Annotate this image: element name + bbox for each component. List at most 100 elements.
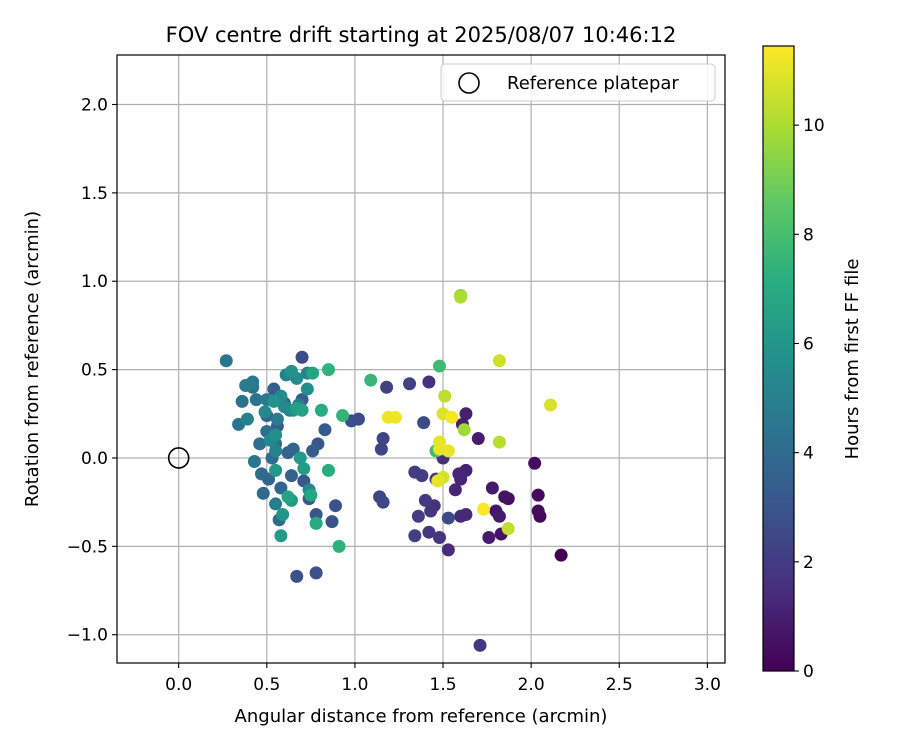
x-tick-label: 3.0 xyxy=(694,675,721,695)
y-tick-label: 2.0 xyxy=(81,95,108,115)
data-point xyxy=(269,497,283,511)
data-point xyxy=(422,375,436,389)
data-point xyxy=(492,435,506,449)
x-tick-label: 2.0 xyxy=(518,675,545,695)
data-point xyxy=(376,495,390,509)
data-point xyxy=(286,442,300,456)
data-point xyxy=(239,379,253,393)
legend-open-circle-marker xyxy=(458,72,480,94)
data-point xyxy=(380,380,394,394)
data-point xyxy=(433,531,447,545)
plot-area xyxy=(117,55,725,663)
colorbar-tick-label: 4 xyxy=(803,444,814,464)
x-gridlines xyxy=(178,55,708,663)
x-axis-label: Angular distance from reference (arcmin) xyxy=(235,706,608,727)
data-point xyxy=(318,423,332,437)
data-point xyxy=(431,474,445,488)
data-point xyxy=(269,444,283,458)
x-tick-label: 0.5 xyxy=(253,675,280,695)
data-point xyxy=(454,509,468,523)
y-gridlines xyxy=(117,103,725,636)
data-point xyxy=(253,437,267,451)
data-point xyxy=(418,493,432,507)
legend: Reference platepar xyxy=(440,63,716,102)
data-point xyxy=(256,486,270,500)
data-point xyxy=(492,354,506,368)
data-point xyxy=(408,465,422,479)
chart-title: FOV centre drift starting at 2025/08/07 … xyxy=(166,23,677,47)
legend-box xyxy=(440,63,716,102)
data-point xyxy=(422,525,436,539)
colorbar: 0 2 4 6 8 10 Hours from first FF file xyxy=(762,45,863,682)
data-point xyxy=(329,499,343,513)
data-point xyxy=(290,569,304,583)
data-point xyxy=(336,409,350,423)
data-point xyxy=(284,469,298,483)
x-tick-label: 2.5 xyxy=(606,675,633,695)
data-point xyxy=(501,522,515,536)
data-point xyxy=(471,432,485,446)
data-point xyxy=(293,451,307,465)
data-point xyxy=(459,407,473,421)
data-point xyxy=(473,638,487,652)
data-point xyxy=(269,428,283,442)
data-point xyxy=(411,509,425,523)
data-point xyxy=(300,382,314,396)
x-tick-label: 0.0 xyxy=(165,675,192,695)
y-axis-ticks: −1.0 −0.5 0.0 0.5 1.0 1.5 2.0 xyxy=(67,95,117,646)
data-point xyxy=(295,350,309,364)
colorbar-gradient xyxy=(762,45,795,672)
data-point xyxy=(454,290,468,304)
data-point xyxy=(445,410,459,424)
data-point xyxy=(325,515,339,529)
data-point xyxy=(274,481,288,495)
data-point xyxy=(485,481,499,495)
colorbar-tick-label: 6 xyxy=(803,334,814,354)
data-point xyxy=(388,410,402,424)
data-point xyxy=(531,504,545,518)
data-point xyxy=(269,463,283,477)
data-point xyxy=(247,455,261,469)
data-point xyxy=(374,442,388,456)
x-tick-label: 1.0 xyxy=(341,675,368,695)
data-point xyxy=(306,444,320,458)
data-point xyxy=(441,511,455,525)
data-point xyxy=(321,463,335,477)
data-point xyxy=(498,490,512,504)
data-point xyxy=(554,548,568,562)
data-point xyxy=(441,543,455,557)
data-point xyxy=(408,529,422,543)
x-axis-ticks: 0.0 0.5 1.0 1.5 2.0 2.5 3.0 xyxy=(165,663,721,695)
reference-platepar-marker xyxy=(167,447,190,469)
data-point xyxy=(457,423,471,437)
data-point xyxy=(417,416,431,430)
data-point xyxy=(284,364,298,378)
y-tick-label: 0.5 xyxy=(81,361,108,381)
data-point xyxy=(295,403,309,417)
data-point xyxy=(364,373,378,387)
legend-entry-reference-platepar: Reference platepar xyxy=(507,73,679,94)
data-point xyxy=(309,566,323,580)
data-point xyxy=(403,377,417,391)
y-tick-label: 1.5 xyxy=(81,184,108,204)
data-point xyxy=(424,504,438,518)
y-tick-label: −0.5 xyxy=(67,537,108,557)
data-point xyxy=(281,490,295,504)
data-point xyxy=(528,456,542,470)
data-point xyxy=(249,393,263,407)
data-point xyxy=(441,444,455,458)
data-point xyxy=(258,405,272,419)
colorbar-tick-label: 0 xyxy=(803,662,814,682)
data-point xyxy=(477,502,491,516)
data-point xyxy=(376,432,390,446)
data-point xyxy=(219,354,233,368)
data-point xyxy=(274,529,288,543)
colorbar-label: Hours from first FF file xyxy=(842,259,863,460)
data-point xyxy=(255,467,269,481)
y-tick-label: 1.0 xyxy=(81,272,108,292)
colorbar-tick-label: 2 xyxy=(803,553,814,573)
x-tick-label: 1.5 xyxy=(430,675,457,695)
data-point xyxy=(321,363,335,377)
data-point xyxy=(452,467,466,481)
